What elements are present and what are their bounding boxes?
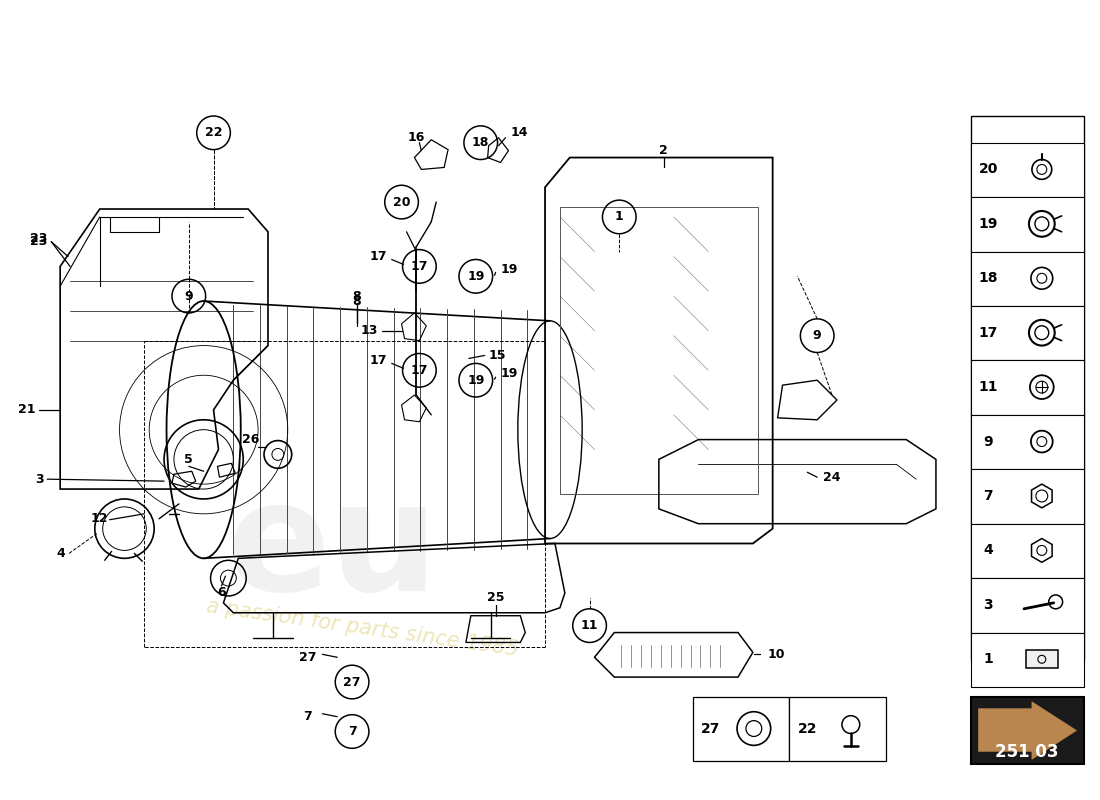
Polygon shape	[979, 702, 1077, 759]
FancyBboxPatch shape	[970, 116, 1085, 660]
Text: 23: 23	[30, 232, 47, 245]
Text: 4: 4	[56, 547, 65, 560]
Text: 15: 15	[488, 349, 506, 362]
FancyBboxPatch shape	[970, 697, 1085, 764]
Text: 20: 20	[979, 162, 998, 177]
Text: 19: 19	[468, 270, 484, 283]
FancyBboxPatch shape	[970, 251, 1085, 306]
Text: 20: 20	[393, 195, 410, 209]
Text: 9: 9	[185, 290, 194, 302]
Text: 16: 16	[408, 131, 425, 144]
Text: eu: eu	[227, 474, 439, 623]
Text: 11: 11	[581, 619, 598, 632]
Text: 26: 26	[242, 433, 260, 446]
Text: 9: 9	[813, 329, 822, 342]
FancyBboxPatch shape	[970, 578, 1085, 633]
Text: 19: 19	[468, 374, 484, 386]
Text: 22: 22	[205, 126, 222, 139]
FancyBboxPatch shape	[1026, 650, 1058, 668]
Text: 251 03: 251 03	[996, 743, 1058, 762]
Text: 19: 19	[500, 263, 518, 276]
Text: 18: 18	[472, 136, 490, 150]
Text: 6: 6	[217, 586, 226, 599]
Text: 13: 13	[361, 324, 377, 338]
Text: 7: 7	[304, 710, 312, 723]
Text: 5: 5	[185, 453, 194, 466]
Text: 17: 17	[979, 326, 998, 340]
Text: 24: 24	[823, 470, 840, 484]
FancyBboxPatch shape	[970, 633, 1085, 687]
Text: 3: 3	[983, 598, 993, 612]
Text: 19: 19	[500, 366, 518, 380]
Text: 4: 4	[983, 543, 993, 558]
Text: 17: 17	[410, 364, 428, 377]
Text: 1: 1	[983, 652, 993, 666]
Text: 7: 7	[348, 725, 356, 738]
Text: 7: 7	[983, 489, 993, 503]
Text: 21: 21	[18, 403, 35, 416]
Text: 14: 14	[510, 126, 528, 139]
Text: 27: 27	[343, 675, 361, 689]
Text: 17: 17	[370, 354, 387, 367]
Text: 11: 11	[979, 380, 998, 394]
Polygon shape	[1032, 484, 1052, 508]
Text: 27: 27	[701, 722, 721, 735]
Text: 17: 17	[370, 250, 387, 263]
FancyBboxPatch shape	[970, 470, 1085, 524]
FancyBboxPatch shape	[970, 361, 1085, 415]
FancyBboxPatch shape	[970, 306, 1085, 361]
FancyBboxPatch shape	[790, 697, 887, 761]
Text: 8: 8	[353, 290, 361, 302]
Text: 17: 17	[410, 260, 428, 273]
FancyBboxPatch shape	[970, 524, 1085, 578]
Text: 9: 9	[983, 434, 993, 449]
FancyBboxPatch shape	[970, 142, 1085, 197]
Text: 10: 10	[768, 648, 785, 661]
Text: 27: 27	[299, 650, 317, 664]
Text: 18: 18	[979, 271, 998, 286]
Text: 8: 8	[353, 294, 361, 307]
Text: a passion for parts since 1985: a passion for parts since 1985	[205, 596, 519, 659]
Text: 2: 2	[659, 144, 668, 157]
Text: 19: 19	[979, 217, 998, 231]
Text: 25: 25	[487, 591, 504, 605]
Text: 22: 22	[798, 722, 817, 735]
FancyBboxPatch shape	[970, 415, 1085, 470]
Text: 1: 1	[615, 210, 624, 223]
FancyBboxPatch shape	[693, 697, 790, 761]
Text: 3: 3	[35, 473, 43, 486]
Text: 12: 12	[91, 512, 109, 526]
Polygon shape	[1032, 538, 1052, 562]
FancyBboxPatch shape	[970, 197, 1085, 251]
Text: 23: 23	[30, 235, 47, 248]
